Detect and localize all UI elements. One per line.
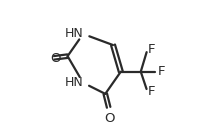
- Text: F: F: [147, 85, 155, 98]
- Text: HN: HN: [64, 27, 83, 40]
- Text: O: O: [50, 52, 60, 65]
- Text: F: F: [157, 65, 165, 78]
- Text: F: F: [147, 43, 155, 56]
- Text: O: O: [104, 112, 115, 125]
- Text: HN: HN: [64, 76, 83, 89]
